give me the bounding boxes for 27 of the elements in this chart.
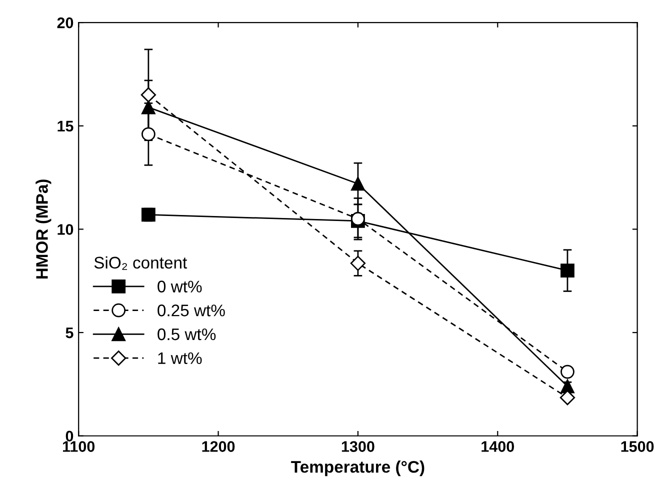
point	[560, 364, 574, 379]
point	[141, 127, 156, 142]
x-tick-label: 1300	[342, 441, 374, 452]
x-tick-label: 1100	[62, 441, 95, 452]
y-tick-label: 20	[57, 17, 74, 28]
point	[140, 87, 156, 102]
x-axis-title: Temperature (°C)	[291, 460, 424, 476]
x-tick-label: 1200	[202, 441, 235, 452]
point	[351, 176, 365, 191]
y-axis-title: HMOR (MPa)	[36, 180, 52, 279]
y-tick-label: 0	[66, 430, 74, 442]
y-tick-label: 5	[66, 328, 74, 338]
legend-label: 1 wt%	[158, 352, 202, 364]
y-tick-label: 10	[58, 224, 74, 235]
point	[560, 379, 574, 394]
point	[560, 264, 574, 278]
x-tick-label: 1500	[621, 441, 654, 452]
y-tick-label: 15	[58, 120, 74, 132]
legend-label: 0 wt%	[158, 280, 202, 292]
point	[560, 390, 576, 406]
legend-title: SiO₂ content	[94, 256, 188, 270]
legend-label: 0.25 wt%	[158, 304, 225, 316]
x-tick-label: 1400	[482, 441, 514, 452]
point	[141, 208, 156, 222]
point	[141, 100, 156, 114]
point	[350, 256, 366, 271]
legend-label: 0.5 wt%	[158, 328, 216, 340]
